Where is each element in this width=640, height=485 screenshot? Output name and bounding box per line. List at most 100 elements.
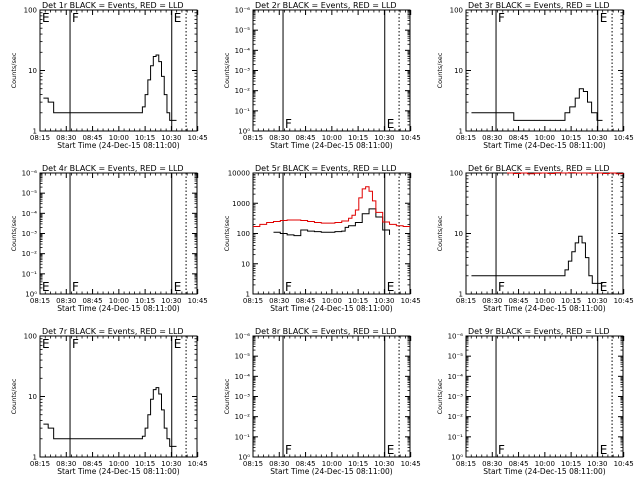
x-tick-label: 08:15: [30, 134, 50, 142]
x-tick-label: 08:15: [456, 134, 476, 142]
x-tick-label: 10:30: [161, 134, 181, 142]
y-tick-label: 10⁻⁵: [235, 353, 251, 361]
x-tick-label: 08:15: [243, 134, 263, 142]
x-tick-label: 08:30: [482, 460, 502, 468]
x-tick-label: 08:45: [508, 297, 528, 305]
x-tick-label: 08:30: [56, 134, 76, 142]
y-tick-label: 10⁻⁶: [235, 333, 251, 341]
plot-frame: [252, 172, 411, 295]
panel-title: Det 5r BLACK = Events, RED = LLD: [255, 164, 397, 173]
x-axis-label: Start Time (24-Dec-15 08:11:00): [483, 141, 605, 150]
series-events: [43, 387, 177, 447]
x-tick-label: 10:30: [374, 297, 394, 305]
x-tick-label: 08:30: [269, 460, 289, 468]
y-tick-label: 10: [454, 230, 463, 238]
x-tick-label: 10:00: [109, 460, 129, 468]
x-tick-label: 10:15: [135, 297, 155, 305]
panel-det5: Det 5r BLACK = Events, RED = LLD 1 10 100 10…: [223, 164, 421, 313]
y-tick-label: 10⁻⁶: [235, 7, 251, 15]
y-axis-label: Counts/sec: [223, 215, 231, 251]
y-tick-label: 10⁻⁴: [22, 210, 38, 218]
x-tick-label: 10:00: [535, 460, 555, 468]
y-tick-label: 10⁻³: [235, 67, 251, 75]
panel-det1: Det 1r BLACK = Events, RED = LLD 1 10 100 Co…: [10, 1, 208, 150]
y-tick-label: 10000: [228, 170, 250, 178]
y-tick-label: 10⁻⁵: [22, 190, 38, 198]
y-axis-label: Counts/sec: [436, 52, 444, 88]
y-tick-label: 10⁻¹: [22, 270, 38, 278]
y-axis-label: Counts/sec: [10, 52, 18, 88]
series-lld: [506, 172, 624, 175]
y-tick-label: 10⁻¹: [448, 433, 464, 441]
y-tick-label: 10⁻⁴: [235, 47, 251, 55]
marker-label-e: E: [600, 280, 608, 294]
y-tick-label: 1: [459, 128, 463, 136]
plot-frame: [465, 335, 624, 458]
y-tick-label: 1: [459, 291, 463, 299]
y-tick-label: 10: [454, 67, 463, 75]
y-tick-label: 10: [28, 67, 37, 75]
x-tick-label: 08:15: [30, 297, 50, 305]
x-tick-label: 08:15: [243, 460, 263, 468]
y-tick-label: 10⁰: [238, 454, 250, 462]
y-tick-label: 10⁻⁴: [448, 373, 464, 381]
y-tick-label: 10: [28, 393, 37, 401]
x-tick-label: 08:30: [269, 297, 289, 305]
marker-label-e: E: [600, 11, 608, 25]
y-tick-label: 10⁰: [238, 128, 250, 136]
x-tick-label: 10:45: [401, 460, 421, 468]
panel-det4: Det 4r BLACK = Events, RED = LLD 10⁻⁶ 10⁻⁵…: [10, 164, 208, 313]
y-tick-label: 1: [33, 454, 37, 462]
y-tick-label: 10⁻¹: [235, 107, 251, 115]
panel-det9: Det 9r BLACK = Events, RED = LLD 10⁻⁶ 10⁻⁵…: [436, 327, 634, 476]
x-tick-label: 10:00: [535, 134, 555, 142]
x-tick-label: 08:30: [56, 297, 76, 305]
series-events: [471, 235, 603, 284]
marker-label-e: E: [174, 337, 182, 351]
y-tick-label: 100: [237, 230, 250, 238]
x-tick-label: 10:45: [188, 460, 208, 468]
marker-label-e-start: E: [42, 280, 50, 294]
x-tick-label: 08:30: [56, 460, 76, 468]
marker-label-e: E: [174, 280, 182, 294]
y-axis-label: Counts/sec: [223, 378, 231, 414]
series-events: [471, 88, 603, 121]
x-tick-label: 10:15: [561, 134, 581, 142]
x-tick-label: 10:45: [188, 297, 208, 305]
marker-label-f: F: [72, 337, 79, 351]
x-axis-label: Start Time (24-Dec-15 08:11:00): [57, 141, 179, 150]
y-tick-label: 1: [33, 128, 37, 136]
x-tick-label: 08:45: [295, 297, 315, 305]
plot-frame: [252, 335, 411, 458]
y-tick-label: 100: [24, 333, 37, 341]
x-tick-label: 08:15: [30, 460, 50, 468]
x-axis-label: Start Time (24-Dec-15 08:11:00): [270, 467, 392, 476]
y-tick-label: 10⁻³: [448, 393, 464, 401]
y-tick-label: 10⁻⁴: [235, 373, 251, 381]
y-axis-label: Counts/sec: [436, 378, 444, 414]
x-tick-label: 08:15: [456, 297, 476, 305]
panel-det2: Det 2r BLACK = Events, RED = LLD 10⁻⁶ 10⁻⁵…: [223, 1, 421, 150]
panel-title: Det 3r BLACK = Events, RED = LLD: [468, 1, 610, 10]
plot-frame: [39, 172, 198, 295]
x-tick-label: 10:30: [161, 460, 181, 468]
plot-frame: [252, 9, 411, 132]
x-tick-label: 08:45: [508, 460, 528, 468]
panel-title: Det 9r BLACK = Events, RED = LLD: [468, 327, 610, 336]
marker-label-f: F: [285, 280, 292, 294]
y-tick-label: 10: [241, 260, 250, 268]
y-tick-label: 10⁻¹: [235, 433, 251, 441]
marker-label-f: F: [72, 280, 79, 294]
x-tick-label: 10:00: [322, 134, 342, 142]
x-tick-label: 10:45: [401, 134, 421, 142]
marker-label-f: F: [72, 11, 79, 25]
x-tick-label: 10:15: [348, 460, 368, 468]
x-tick-label: 10:00: [535, 297, 555, 305]
x-tick-label: 10:45: [614, 297, 634, 305]
panel-title: Det 8r BLACK = Events, RED = LLD: [255, 327, 397, 336]
x-tick-label: 08:30: [482, 297, 502, 305]
marker-label-e: E: [387, 443, 395, 457]
y-axis-label: Counts/sec: [10, 215, 18, 251]
marker-label-e: E: [387, 117, 395, 131]
marker-label-f: F: [498, 443, 505, 457]
